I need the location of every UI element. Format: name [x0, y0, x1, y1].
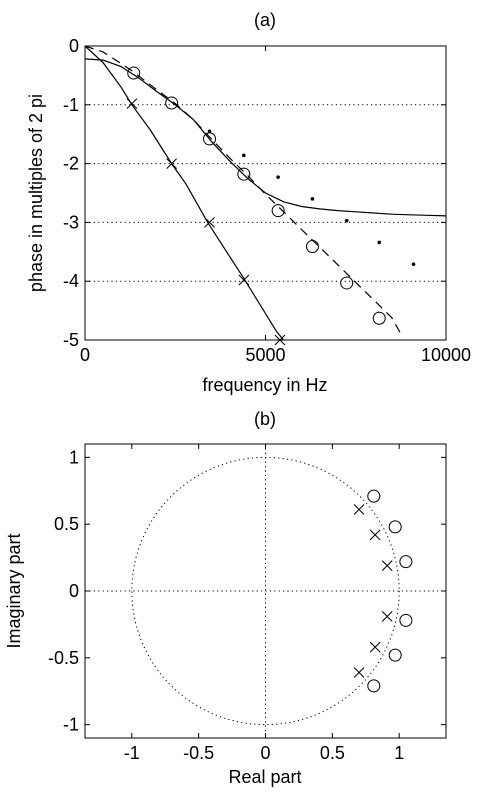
- panel-a-x-marker: [238, 274, 250, 286]
- panel-a-ytick-label: -1: [63, 95, 79, 115]
- panel-b-x-marker: [369, 641, 381, 653]
- panel-b-ytick-label: -1: [63, 715, 79, 735]
- panel-a-dot-marker: [242, 153, 246, 158]
- panel-a-dot-marker: [276, 175, 280, 179]
- panel-a-ytick-label: -5: [63, 330, 79, 350]
- panel-b-ticks: -1 -0.5 0 0.5 1 1 0.5 0 -0.5 -1: [48, 444, 446, 763]
- panel-a-ylabel: phase in multiples of 2 pi: [26, 94, 46, 292]
- panel-a-ytick-label: -2: [63, 154, 79, 174]
- panel-a-data: [85, 46, 446, 346]
- panel-b-x-marker: [353, 504, 365, 515]
- panel-a-dot-marker: [411, 262, 416, 266]
- panel-b-xtick-label: 1: [394, 743, 404, 763]
- panel-a-plot-area: [85, 46, 446, 340]
- panel-a-ytick-label: 0: [69, 36, 79, 56]
- panel-b-x-marker: [381, 611, 393, 622]
- panel-a-xtick-label: 5000: [245, 345, 285, 365]
- panel-a: (a) 0 5000 10000 0 -1 -2 -3 -4 -5 frequency in H…: [26, 10, 471, 395]
- panel-a-xtick-label: 10000: [421, 345, 471, 365]
- panel-a-x-marker: [166, 158, 177, 169]
- panel-a-dot-marker: [207, 129, 212, 134]
- panel-a-circle-marker: [271, 204, 285, 218]
- panel-b-grid: [85, 444, 446, 738]
- panel-b-ytick-label: 1: [69, 447, 79, 467]
- panel-b-xtick-label: -0.5: [183, 743, 214, 763]
- panel-b-circle-marker: [399, 555, 413, 569]
- panel-b: (b) -1 -0.5 0 0.5 1 1 0.5 0 -0.5 -1 Real part Ima…: [4, 409, 447, 787]
- panel-b-x-marker: [369, 529, 381, 541]
- panel-b-circle-marker: [388, 520, 402, 534]
- panel-b-xlabel: Real part: [228, 767, 301, 787]
- panel-a-dot-marker: [377, 240, 382, 245]
- panel-a-circle-marker: [237, 167, 251, 181]
- panel-a-ytick-label: -3: [63, 212, 79, 232]
- panel-a-circle-marker: [165, 96, 179, 110]
- panel-a-circle-marker: [340, 276, 354, 290]
- panel-b-x-marker: [381, 560, 393, 571]
- panel-a-solid-line: [85, 46, 285, 340]
- panel-a-dot-marker: [310, 197, 315, 201]
- panel-b-ylabel: Imaginary part: [4, 533, 24, 648]
- panel-a-dashed-line: [85, 46, 404, 338]
- panel-b-circle-marker: [367, 489, 381, 503]
- panel-b-ytick-label: 0.5: [54, 514, 79, 534]
- panel-b-xtick-label: 0: [260, 743, 270, 763]
- panel-a-ytick-label: -4: [63, 271, 79, 291]
- panel-b-xtick-label: -1: [124, 743, 140, 763]
- panel-a-circle-marker: [305, 240, 319, 254]
- panel-a-x-marker: [204, 217, 215, 228]
- panel-a-solid-line: [85, 58, 446, 217]
- panel-a-grid: [85, 104, 446, 282]
- panel-b-ytick-label: -0.5: [48, 648, 79, 668]
- panel-a-dot-marker: [344, 218, 349, 223]
- panel-b-circle-marker: [399, 613, 413, 627]
- panel-b-ytick-label: 0: [69, 581, 79, 601]
- panel-b-xtick-label: 0.5: [320, 743, 345, 763]
- panel-a-xtick-label: 0: [80, 345, 90, 365]
- panel-b-circle-marker: [367, 679, 381, 693]
- panel-b-title: (b): [254, 409, 276, 429]
- panel-a-ticks: 0 5000 10000 0 -1 -2 -3 -4 -5: [63, 36, 471, 365]
- panel-a-circle-marker: [127, 66, 141, 80]
- panel-a-xlabel: frequency in Hz: [202, 375, 327, 395]
- panel-a-x-marker: [126, 98, 138, 109]
- panel-a-title: (a): [254, 10, 276, 30]
- panel-b-circle-marker: [388, 648, 402, 662]
- panel-b-data: [353, 489, 413, 693]
- panel-b-x-marker: [353, 667, 365, 678]
- panel-a-circle-marker: [372, 311, 386, 325]
